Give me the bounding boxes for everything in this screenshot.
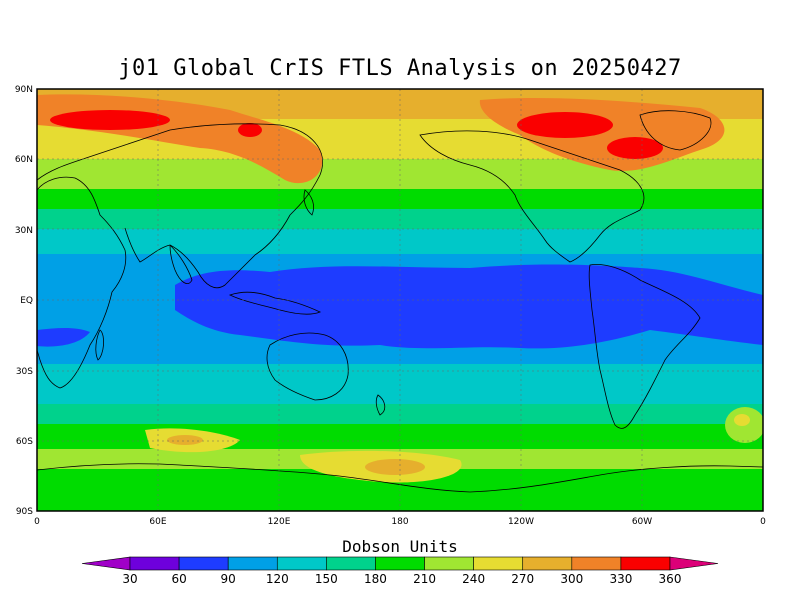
greenland-coastline [639,110,712,151]
lon-label-0-east: 0 [760,517,766,527]
lat-label-90s: 90S [16,507,33,517]
colorbar-swatch [227,556,278,571]
colorbar-tick-label: 120 [266,572,289,586]
graticule [37,89,763,511]
lat-label-30s: 30S [16,367,33,377]
colorbar-swatch [375,556,425,571]
colorbar-swatch [129,556,180,571]
lon-label-180: 180 [391,517,408,527]
lon-label-0-west: 0 [34,517,40,527]
lon-label-60e: 60E [149,517,166,527]
tropical-low-west [37,328,90,347]
colorbar-swatch [522,556,573,571]
colorbar-labels: 30 60 90 120 150 180 210 240 270 300 330 360 [122,572,681,586]
colorbar-tick-label: 90 [221,572,236,586]
lon-label-120w: 120W [508,517,534,527]
australia-coastline [266,332,349,401]
colorbar-swatch [571,556,622,571]
colorbar-tick-label: 270 [511,572,534,586]
colorbar-tick-label: 360 [659,572,682,586]
colorbar-arrow-high [669,556,719,571]
latitude-axis: 90N 60N 30N EQ 30S 60S 90S [15,85,33,517]
asia-coastline [124,123,323,289]
colorbar-swatch [424,556,474,571]
south-atlantic-max [734,414,750,426]
lat-label-60s: 60S [16,437,33,447]
south-ring-max-1 [167,435,203,445]
india-coastline [169,244,193,284]
colorbar-tick-label: 240 [462,572,485,586]
map-frame [36,88,764,512]
lon-label-120e: 120E [268,517,291,527]
south-ring-max-2 [365,459,425,475]
colorbar-title: Dobson Units [342,537,458,556]
canada-max [517,112,613,138]
europe-coastline [37,129,171,181]
colorbar-swatch [178,556,229,571]
colorbar-tick-label: 180 [364,572,387,586]
hudson-max [607,137,663,159]
colorbar-tick-label: 300 [560,572,583,586]
new-zealand-coastline [375,394,386,416]
indonesia-coastline [228,291,322,315]
colorbar-tick-label: 210 [413,572,436,586]
south-america-coastline [588,263,701,429]
colorbar-swatch [326,556,376,571]
colorbar-swatch [473,556,524,571]
longitude-axis: 0 60E 120E 180 120W 60W 0 [34,517,766,527]
lat-label-eq: EQ [20,296,33,306]
colorbar-swatch [620,556,671,571]
north-america-coastline [419,130,645,263]
colorbar-swatch [276,556,327,571]
lon-label-60w: 60W [632,517,652,527]
map-title: j01 Global CrIS FTLS Analysis on 2025042… [118,56,682,81]
tropical-low-region [175,264,763,349]
lat-label-90n: 90N [15,85,33,95]
lat-label-60n: 60N [15,155,33,165]
colorbar-tick-label: 60 [171,572,186,586]
madagascar-coastline [95,329,104,361]
map-plot-area [37,89,763,511]
japan-coastline [303,189,314,216]
colorbar-tick-label: 330 [609,572,632,586]
africa-coastline [37,176,127,389]
colorbar-arrow-low [81,556,131,571]
colorbar-tick-label: 30 [122,572,137,586]
west-siberia-max [50,110,170,130]
lat-label-30n: 30N [15,226,33,236]
ural-max [238,123,262,137]
colorbar-tick-label: 150 [315,572,338,586]
colorbar [81,556,719,571]
